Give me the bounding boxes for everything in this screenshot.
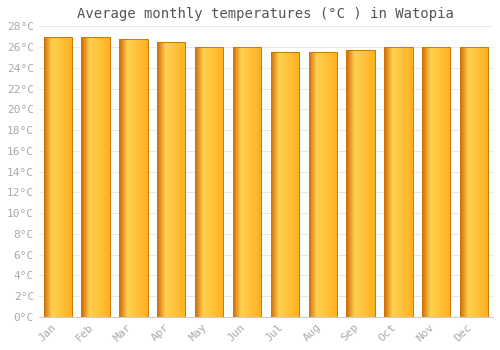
Bar [460,47,488,317]
Title: Average monthly temperatures (°C ) in Watopia: Average monthly temperatures (°C ) in Wa… [78,7,454,21]
Bar [119,39,148,317]
Bar [82,37,110,317]
Bar [384,47,412,317]
Bar [422,47,450,317]
Bar [195,47,224,317]
Bar [270,52,299,317]
Bar [157,42,186,317]
Bar [308,52,337,317]
Bar [346,50,375,317]
Bar [44,37,72,317]
Bar [233,47,261,317]
